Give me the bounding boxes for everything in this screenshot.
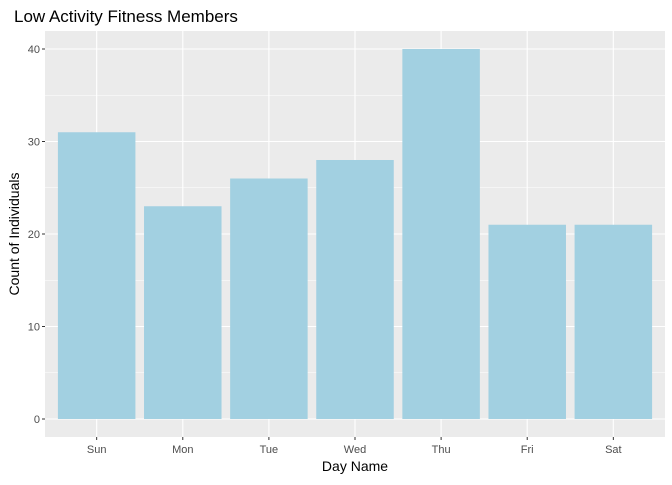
x-axis-label: Day Name [322,458,388,474]
bars-group [57,49,653,419]
bar-wed [316,160,394,419]
bar-sun [57,132,136,419]
bar-mon [144,206,222,419]
bar-tue [230,178,308,419]
x-tick-label: Thu [432,444,451,456]
y-tick-label: 0 [34,414,40,426]
chart-title: Low Activity Fitness Members [14,7,238,26]
y-tick-label: 20 [28,229,40,241]
x-tick-label: Tue [260,444,279,456]
x-tick-label: Sat [605,444,622,456]
x-tick-label: Wed [344,444,366,456]
y-tick-label: 40 [28,44,40,56]
y-tick-label: 30 [28,137,40,149]
x-tick-label: Sun [87,444,107,456]
bar-sat [574,224,653,419]
x-tick-label: Fri [521,444,534,456]
y-axis: 0 10 20 30 40 [28,44,45,426]
bar-thu [402,49,480,419]
x-tick-label: Mon [172,444,193,456]
x-axis: Sun Mon Tue Wed Thu Fri Sat [87,437,622,456]
y-axis-label: Count of Individuals [6,173,22,296]
bar-fri [488,224,566,419]
y-tick-label: 10 [28,322,40,334]
